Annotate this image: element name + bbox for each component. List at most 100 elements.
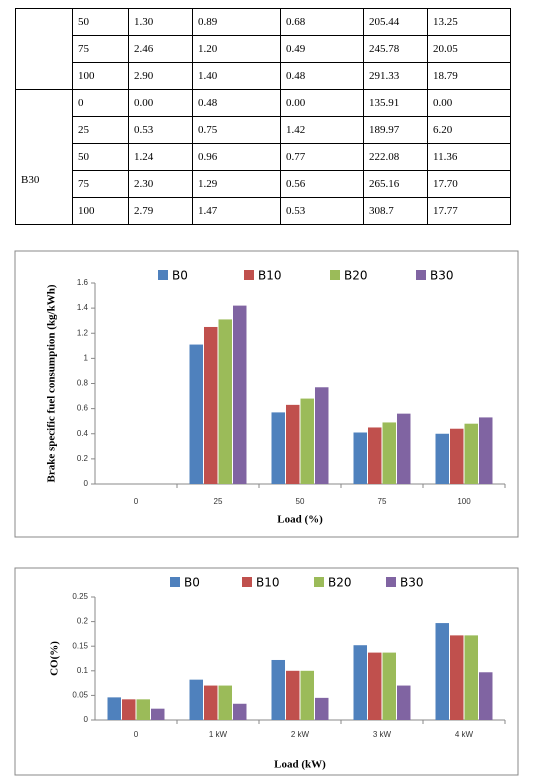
table-cell: 100 — [72, 197, 129, 225]
y-axis-title: CO(%) — [49, 641, 61, 676]
table-cell: 0.00 — [280, 89, 364, 117]
x-tick-label: 0 — [134, 730, 139, 739]
bar — [286, 404, 300, 484]
y-tick-label: 0.2 — [77, 454, 89, 463]
table-cell: 2.90 — [128, 62, 193, 90]
table-cell: 20.05 — [427, 35, 511, 63]
table-cell: 75 — [72, 35, 129, 63]
bar — [315, 387, 329, 484]
x-tick-label: 4 kW — [455, 730, 474, 739]
bar — [464, 423, 478, 484]
table-cell: 0 — [72, 89, 129, 117]
bar — [136, 699, 150, 720]
y-tick-label: 0 — [84, 715, 89, 724]
bar — [464, 635, 478, 720]
legend-swatch — [330, 270, 340, 280]
bar — [479, 672, 493, 720]
legend-swatch — [386, 577, 396, 587]
bar — [435, 623, 449, 720]
table-cell: 1.42 — [280, 116, 364, 144]
bar — [271, 412, 285, 484]
table-cell: 135.91 — [363, 89, 428, 117]
bar — [450, 635, 464, 720]
table-cell: 189.97 — [363, 116, 428, 144]
bar — [189, 679, 203, 720]
table-cell: 0.48 — [280, 62, 364, 90]
bar — [271, 659, 285, 720]
bar — [382, 422, 396, 484]
bar — [397, 685, 411, 720]
y-tick-label: 0.25 — [72, 592, 88, 601]
table-cell: 205.44 — [363, 8, 428, 36]
bar — [397, 413, 411, 484]
chart-frame — [14, 567, 519, 776]
table-cell: 1.30 — [128, 8, 193, 36]
table-row: B30 0 0.00 0.48 0.00 135.91 0.00 — [15, 89, 511, 225]
legend-swatch — [170, 577, 180, 587]
y-axis-title: Brake specific fuel consumption (kg/kWh) — [46, 284, 58, 482]
y-tick-label: 0 — [84, 479, 89, 488]
x-axis-title: Load (%) — [277, 514, 323, 526]
table-cell: 13.25 — [427, 8, 511, 36]
legend-label: B10 — [258, 269, 282, 283]
bar — [286, 670, 300, 720]
legend-label: B0 — [184, 576, 200, 590]
x-tick-label: 75 — [378, 497, 387, 506]
bar — [189, 344, 203, 484]
x-tick-label: 50 — [296, 497, 305, 506]
table-cell: 245.78 — [363, 35, 428, 63]
y-tick-label: 0.1 — [77, 666, 89, 675]
chart-frame — [14, 250, 519, 538]
bar — [204, 326, 218, 484]
bar — [204, 685, 218, 720]
table-cell: 17.70 — [427, 170, 511, 198]
table-row: 50 1.24 0.96 0.77 222.08 11.36 — [16, 143, 511, 171]
y-tick-label: 0.05 — [72, 691, 88, 700]
y-tick-label: 1.6 — [77, 278, 89, 287]
table-cell: 0.48 — [192, 89, 281, 117]
table-cell: 0.56 — [280, 170, 364, 198]
x-axis-title: Load (kW) — [274, 759, 326, 771]
legend-label: B20 — [328, 576, 352, 590]
table-row: 100 2.79 1.47 0.53 308.7 17.77 — [16, 197, 511, 225]
legend-label: B0 — [172, 269, 188, 283]
y-tick-label: 1.2 — [77, 328, 89, 337]
legend-label: B20 — [344, 269, 368, 283]
bar — [353, 645, 367, 720]
legend-swatch — [244, 270, 254, 280]
legend-swatch — [242, 577, 252, 587]
y-tick-label: 0.6 — [77, 404, 89, 413]
group-cell: B30 — [15, 89, 73, 225]
bar — [151, 708, 165, 720]
x-tick-label: 100 — [457, 497, 471, 506]
bar — [218, 685, 232, 720]
bar — [435, 433, 449, 484]
table-cell: 0.53 — [128, 116, 193, 144]
x-tick-label: 25 — [214, 497, 223, 506]
table-cell: 308.7 — [363, 197, 428, 225]
bar — [315, 697, 329, 720]
bar — [450, 428, 464, 484]
bar — [122, 699, 136, 720]
table-cell: 222.08 — [363, 143, 428, 171]
bar — [218, 319, 232, 484]
bar — [300, 398, 314, 484]
y-tick-label: 0.8 — [77, 379, 89, 388]
bar — [368, 652, 382, 720]
y-tick-label: 0.15 — [72, 641, 88, 650]
y-tick-label: 1.4 — [77, 303, 89, 312]
legend-label: B30 — [430, 269, 454, 283]
y-tick-label: 0.2 — [77, 617, 89, 626]
x-tick-label: 1 kW — [209, 730, 228, 739]
table-cell: 17.77 — [427, 197, 511, 225]
bar — [368, 427, 382, 484]
bar — [233, 305, 247, 484]
x-tick-label: 0 — [134, 497, 139, 506]
data-table: 50 1.30 0.89 0.68 205.44 13.25 75 2.46 1.20 0.49 2… — [15, 8, 511, 225]
table-cell: 0.89 — [192, 8, 281, 36]
x-tick-label: 2 kW — [291, 730, 310, 739]
table-cell: 25 — [72, 116, 129, 144]
legend-swatch — [158, 270, 168, 280]
